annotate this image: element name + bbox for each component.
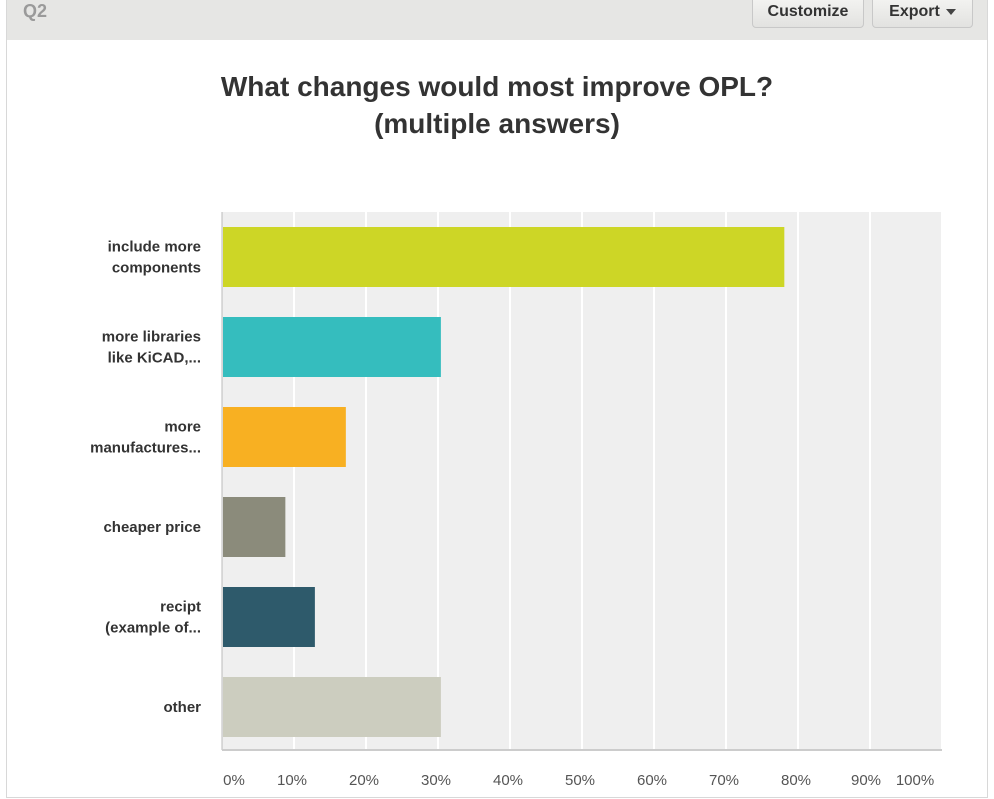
x-tick-label: 80% bbox=[781, 772, 811, 789]
x-tick-label: 60% bbox=[637, 772, 667, 789]
bar bbox=[223, 317, 441, 377]
category-label: include more bbox=[108, 239, 201, 256]
export-button[interactable]: Export bbox=[872, 0, 973, 28]
x-tick-label: 20% bbox=[349, 772, 379, 789]
question-id: Q2 bbox=[23, 1, 48, 21]
x-tick-label: 0% bbox=[223, 772, 245, 789]
x-tick-label: 50% bbox=[565, 772, 595, 789]
category-label: recipt bbox=[160, 599, 201, 616]
x-tick-label: 70% bbox=[709, 772, 739, 789]
bar bbox=[223, 227, 785, 287]
question-header: Q2 Customize Export bbox=[7, 0, 987, 40]
x-tick-label: 90% bbox=[851, 772, 881, 789]
chart-subtitle: (multiple answers) bbox=[374, 108, 620, 139]
x-tick-label: 100% bbox=[896, 772, 934, 789]
category-label: (example of... bbox=[105, 620, 201, 637]
category-label: components bbox=[112, 260, 201, 277]
category-label: more libraries bbox=[102, 329, 201, 346]
category-label: cheaper price bbox=[103, 519, 201, 536]
x-tick-label: 40% bbox=[493, 772, 523, 789]
customize-label: Customize bbox=[767, 3, 849, 20]
bar bbox=[223, 497, 286, 557]
category-label: more bbox=[164, 419, 201, 436]
bar bbox=[223, 587, 315, 647]
category-label: manufactures... bbox=[90, 440, 201, 457]
category-label: like KiCAD,... bbox=[108, 350, 201, 367]
bar bbox=[223, 677, 441, 737]
chart-title-block: What changes would most improve OPL? (mu… bbox=[0, 68, 994, 142]
customize-button[interactable]: Customize bbox=[752, 0, 864, 28]
x-tick-label: 30% bbox=[421, 772, 451, 789]
chart-title: What changes would most improve OPL? bbox=[220, 71, 774, 102]
x-tick-label: 10% bbox=[277, 772, 307, 789]
caret-down-icon bbox=[945, 8, 956, 15]
category-label: other bbox=[164, 699, 202, 716]
bar bbox=[223, 407, 346, 467]
export-label: Export bbox=[889, 3, 940, 20]
